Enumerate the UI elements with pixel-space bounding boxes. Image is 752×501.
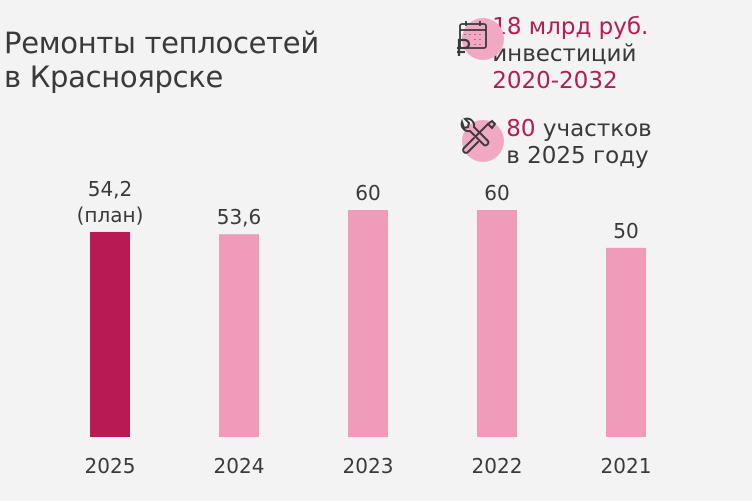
sections-info: 80 участков в 2025 году [452,116,752,172]
x-tick-2023: 2023 [343,454,394,478]
x-tick-2022: 2022 [472,454,523,478]
x-tick-2021: 2021 [601,454,652,478]
investment-period: 2020-2032 [492,68,618,94]
bar-2024 [219,234,259,437]
bar-2021 [606,247,646,437]
value-label-2025: 54,2 [88,177,133,201]
sections-label: участков [542,116,652,142]
title-line-2: в Красноярске [4,60,223,94]
x-tick-2024: 2024 [214,454,265,478]
bar-2022 [477,210,517,437]
title-line-1: Ремонты теплосетей [4,26,319,60]
calendar-ruble-icon [452,14,504,70]
investment-amount: 18 млрд руб. [492,14,649,40]
value-note-2025: (план) [77,203,144,227]
investment-info: 18 млрд руб. инвестиций 2020-2032 [452,14,752,95]
value-label-2024: 53,6 [217,205,262,229]
wrench-screwdriver-icon [452,116,504,172]
bar-2023 [348,210,388,437]
value-label-2023: 60 [355,181,380,205]
sections-count: 80 [506,116,536,142]
investment-label: инвестиций [492,41,637,67]
value-label-2021: 50 [613,219,638,243]
value-label-2022: 60 [484,181,509,205]
bar-2025 [90,231,130,437]
sections-year: в 2025 году [506,143,649,169]
chart-title: Ремонты теплосетей в Красноярске [4,26,444,94]
x-tick-2025: 2025 [85,454,136,478]
